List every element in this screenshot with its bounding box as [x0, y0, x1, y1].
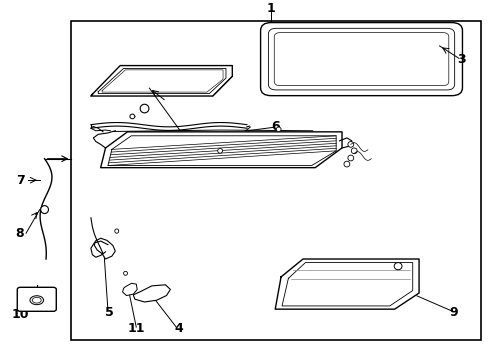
- Polygon shape: [133, 285, 170, 302]
- Text: 10: 10: [11, 308, 29, 321]
- Polygon shape: [94, 238, 115, 259]
- Ellipse shape: [343, 161, 349, 167]
- Ellipse shape: [276, 127, 281, 132]
- Polygon shape: [101, 132, 341, 168]
- Text: 7: 7: [16, 174, 24, 187]
- Text: 9: 9: [449, 306, 458, 319]
- Ellipse shape: [41, 206, 48, 213]
- Ellipse shape: [140, 104, 149, 113]
- Polygon shape: [122, 283, 137, 296]
- Text: 8: 8: [15, 227, 23, 240]
- Text: 3: 3: [456, 53, 465, 66]
- Polygon shape: [275, 259, 418, 309]
- Ellipse shape: [32, 297, 41, 303]
- Text: 6: 6: [270, 120, 279, 133]
- Ellipse shape: [115, 229, 119, 233]
- Ellipse shape: [347, 155, 353, 161]
- FancyBboxPatch shape: [260, 23, 462, 96]
- Ellipse shape: [217, 148, 222, 153]
- Text: 11: 11: [127, 322, 145, 336]
- Text: 4: 4: [174, 322, 183, 336]
- Ellipse shape: [123, 271, 127, 275]
- Ellipse shape: [350, 148, 356, 154]
- Text: 1: 1: [266, 3, 275, 15]
- Ellipse shape: [393, 262, 401, 270]
- Ellipse shape: [30, 296, 43, 305]
- Polygon shape: [91, 66, 232, 96]
- Text: 2: 2: [193, 147, 202, 160]
- Text: 5: 5: [105, 306, 114, 319]
- Ellipse shape: [130, 114, 135, 119]
- FancyBboxPatch shape: [17, 287, 56, 311]
- Ellipse shape: [347, 141, 353, 147]
- Bar: [71, 21, 480, 339]
